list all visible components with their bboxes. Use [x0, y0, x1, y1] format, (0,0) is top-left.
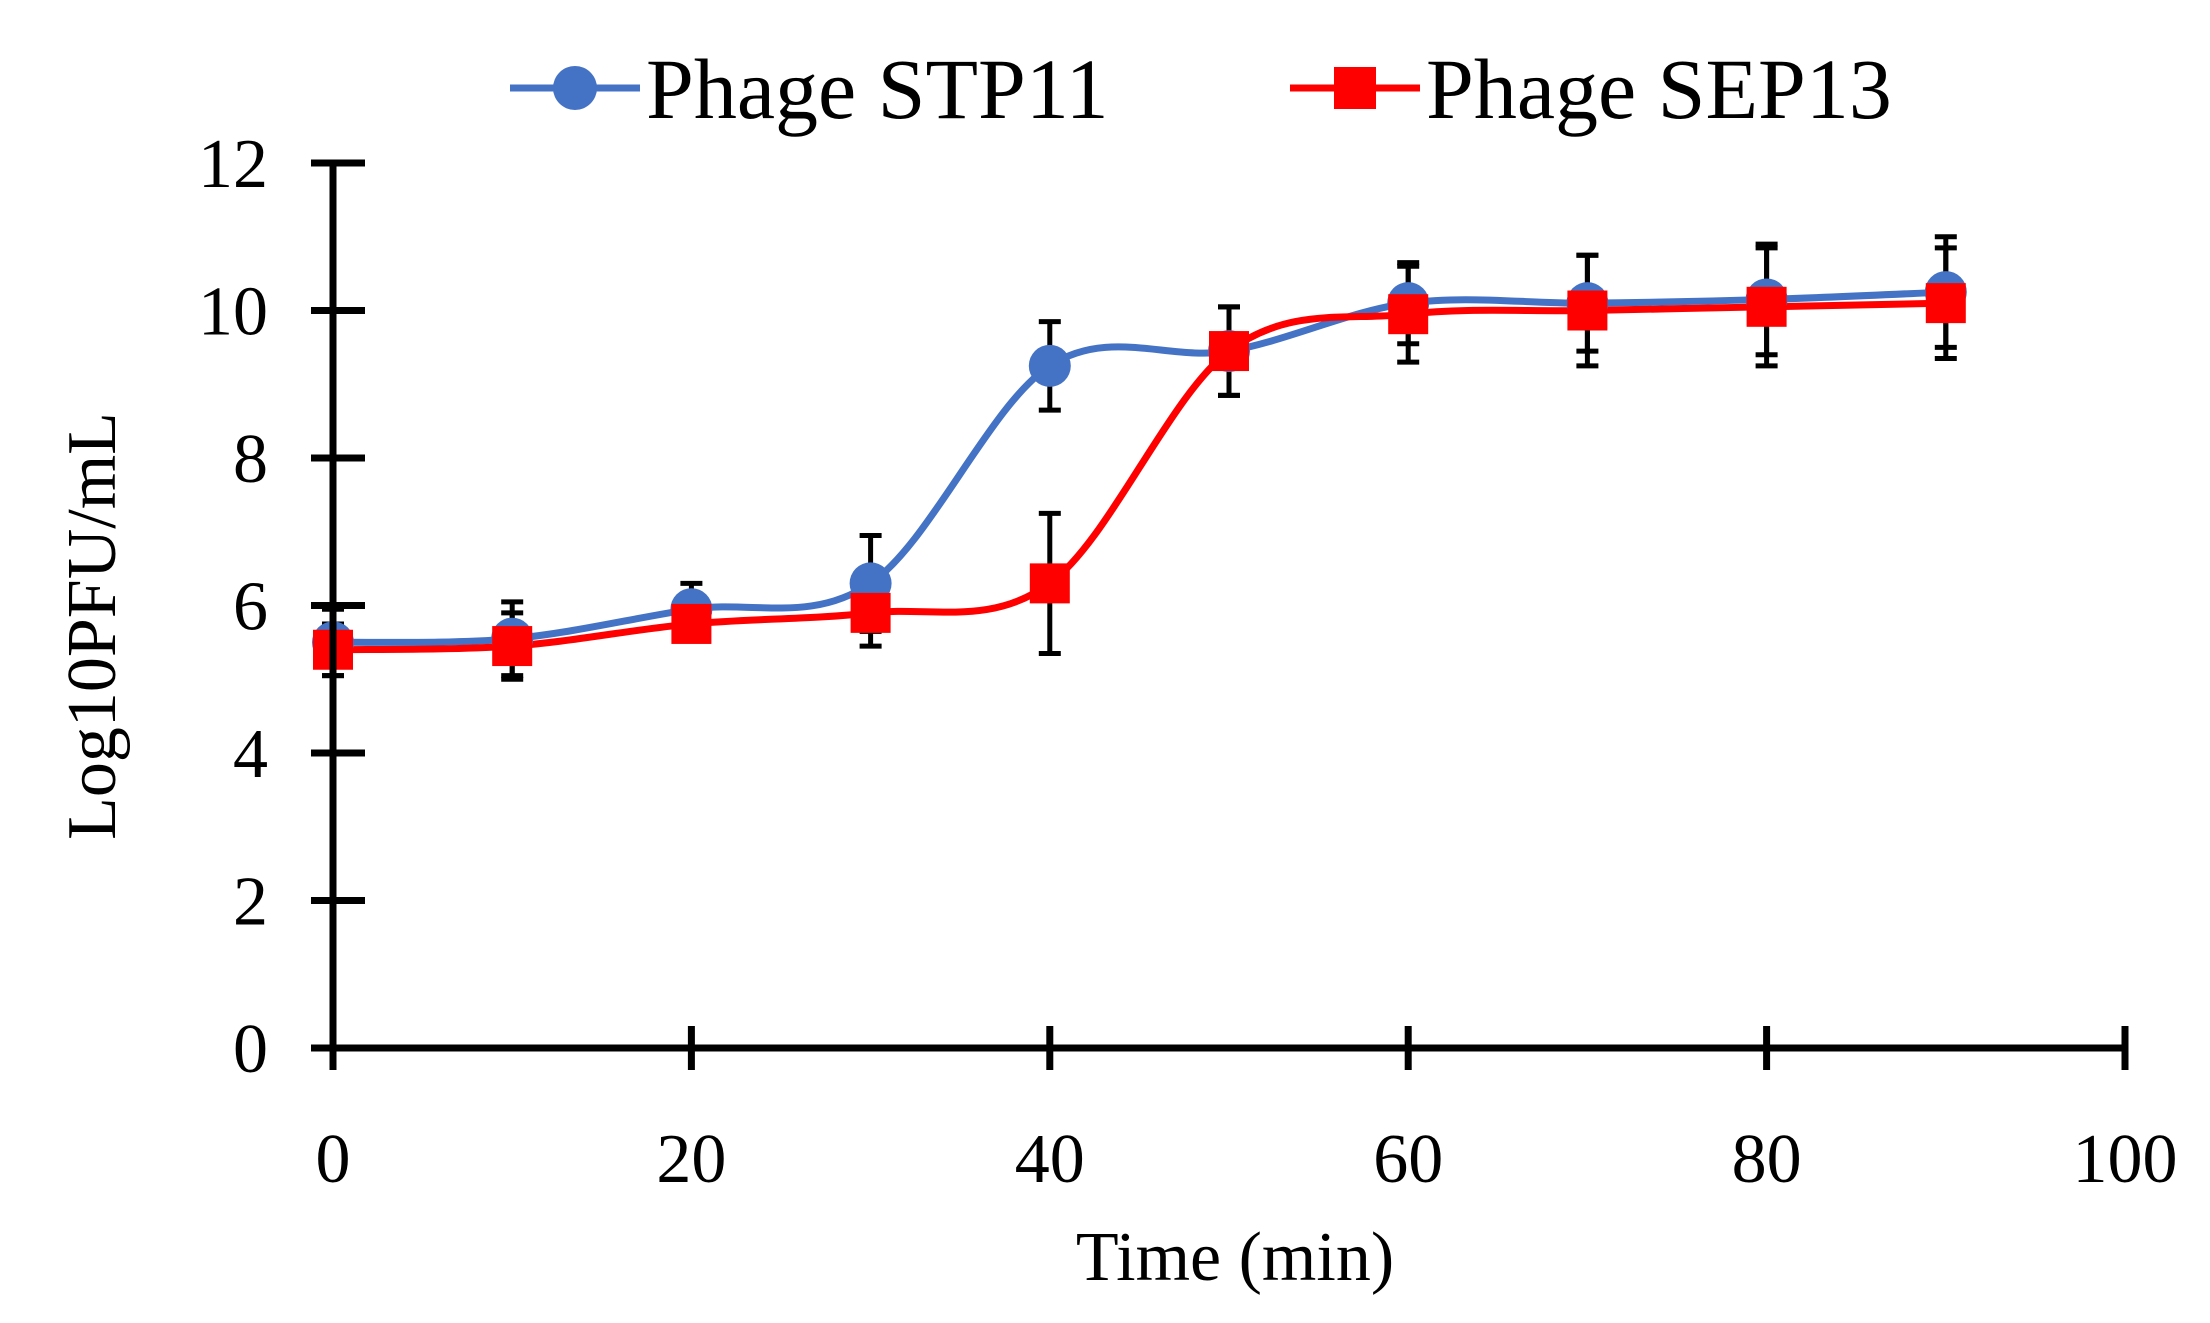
- data-point-phage-sep13: [1388, 294, 1429, 335]
- legend-marker-phage-sep13: [1334, 67, 1376, 109]
- x-tick-label: 0: [316, 1121, 351, 1198]
- y-tick-label: 0: [233, 1011, 268, 1088]
- y-axis-title: Log10PFU/mL: [54, 412, 131, 840]
- data-point-phage-sep13: [1029, 563, 1070, 604]
- data-point-phage-sep13: [1209, 331, 1249, 372]
- x-tick-label: 80: [1732, 1121, 1802, 1198]
- series-line-phage-stp11: [332, 288, 1946, 646]
- data-point-phage-stp11: [1028, 344, 1071, 387]
- y-tick-label: 2: [233, 864, 268, 941]
- x-tick-label: 100: [2073, 1121, 2178, 1198]
- y-tick-label: 8: [233, 421, 268, 498]
- legend: Phage STP11 Phage SEP13: [510, 41, 1892, 137]
- data-point-phage-sep13: [1746, 286, 1787, 327]
- y-tick-label: 6: [233, 569, 268, 646]
- series-layer: [312, 234, 1967, 682]
- y-tick-label: 12: [198, 126, 268, 203]
- legend-label-phage-stp11: Phage STP11: [646, 41, 1109, 137]
- x-tick-label: 60: [1373, 1121, 1443, 1198]
- axes-layer: 0 2 4 6 8 10 12 0 20 40 60 80 100: [198, 126, 2178, 1198]
- data-point-phage-sep13: [492, 626, 533, 667]
- y-tick-label: 4: [233, 716, 268, 793]
- series-line-phage-sep13: [332, 299, 1946, 654]
- data-point-phage-sep13: [1567, 290, 1608, 331]
- data-point-phage-sep13: [1925, 283, 1966, 324]
- data-point-phage-sep13: [850, 592, 891, 633]
- legend-marker-phage-stp11: [553, 66, 597, 110]
- x-tick-label: 20: [656, 1121, 726, 1198]
- y-tick-label: 10: [198, 274, 268, 351]
- legend-label-phage-sep13: Phage SEP13: [1426, 41, 1892, 137]
- x-tick-label: 40: [1015, 1121, 1085, 1198]
- data-point-phage-sep13: [671, 603, 712, 644]
- x-axis-title: Time (min): [1076, 1219, 1394, 1296]
